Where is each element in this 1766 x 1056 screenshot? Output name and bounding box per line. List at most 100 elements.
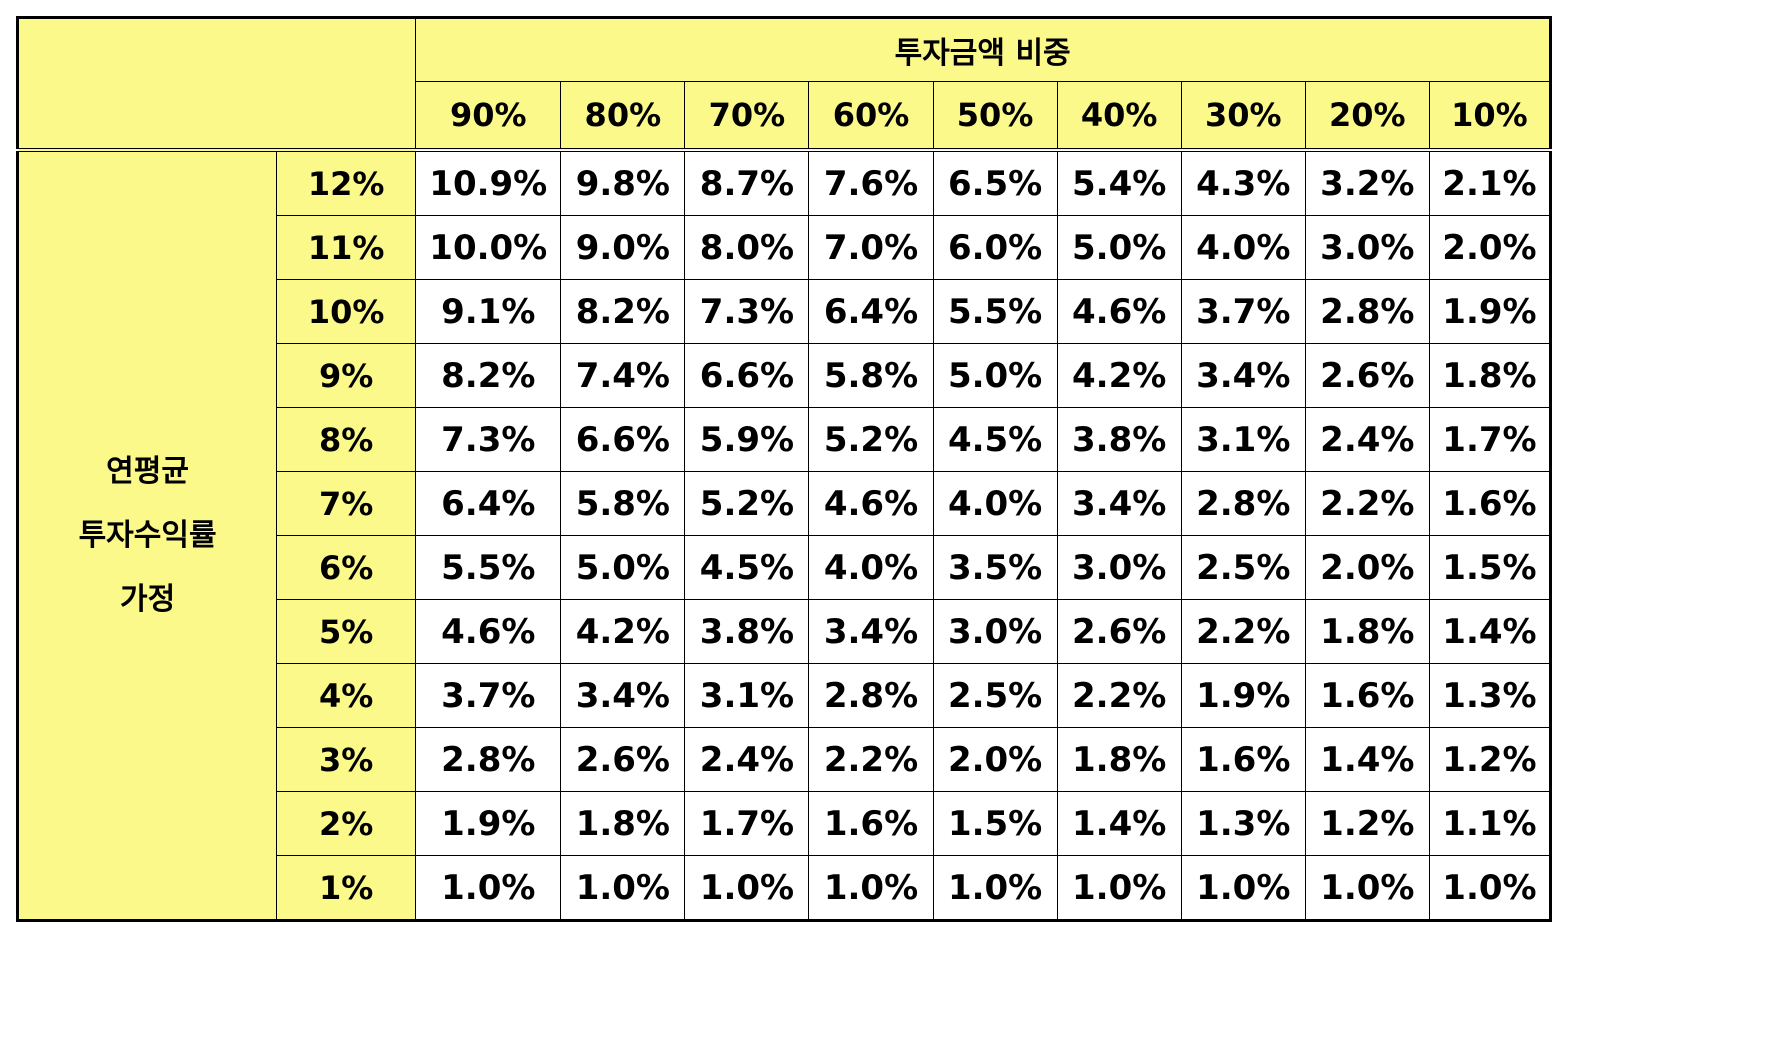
value-cell: 2.6% bbox=[560, 727, 686, 792]
row-label: 9% bbox=[276, 343, 417, 408]
value-cell: 7.3% bbox=[684, 279, 810, 344]
row-label: 3% bbox=[276, 727, 417, 792]
table-row: 4% 3.7% 3.4% 3.1% 2.8% 2.5% 2.2% 1.9% 1.6% 1.3% bbox=[18, 663, 1552, 728]
value-cell: 5.5% bbox=[415, 535, 562, 600]
value-cell: 1.0% bbox=[1056, 855, 1182, 921]
column-header: 40% bbox=[1056, 81, 1182, 152]
value-cell: 1.0% bbox=[684, 855, 810, 921]
table-row: 8% 7.3% 6.6% 5.9% 5.2% 4.5% 3.8% 3.1% 2.4% 1.7% bbox=[18, 407, 1552, 472]
row-label: 12% bbox=[276, 149, 417, 216]
value-cell: 1.0% bbox=[808, 855, 934, 921]
table-row: 10% 9.1% 8.2% 7.3% 6.4% 5.5% 4.6% 3.7% 2.8% 1.9% bbox=[18, 279, 1552, 344]
table-row: 1% 1.0% 1.0% 1.0% 1.0% 1.0% 1.0% 1.0% 1.0% 1.0% bbox=[18, 855, 1552, 921]
value-cell: 5.0% bbox=[1056, 215, 1182, 280]
value-cell: 1.8% bbox=[1428, 343, 1552, 408]
value-cell: 4.0% bbox=[932, 471, 1058, 536]
value-cell: 1.5% bbox=[932, 791, 1058, 856]
value-cell: 7.0% bbox=[808, 215, 934, 280]
value-cell: 1.6% bbox=[1304, 663, 1430, 728]
value-cell: 7.3% bbox=[415, 407, 562, 472]
row-group-title-line: 연평균 bbox=[106, 453, 189, 489]
value-cell: 1.8% bbox=[1056, 727, 1182, 792]
value-cell: 2.5% bbox=[1180, 535, 1306, 600]
table-row: 11% 10.0% 9.0% 8.0% 7.0% 6.0% 5.0% 4.0% 3.0% 2.0% bbox=[18, 215, 1552, 280]
row-group-title-line: 가정 bbox=[119, 581, 176, 617]
value-cell: 3.7% bbox=[415, 663, 562, 728]
value-cell: 1.9% bbox=[415, 791, 562, 856]
value-cell: 8.2% bbox=[560, 279, 686, 344]
value-cell: 3.4% bbox=[560, 663, 686, 728]
value-cell: 6.6% bbox=[560, 407, 686, 472]
column-header: 70% bbox=[684, 81, 810, 152]
value-cell: 7.4% bbox=[560, 343, 686, 408]
column-header: 20% bbox=[1304, 81, 1430, 152]
value-cell: 8.7% bbox=[684, 149, 810, 216]
value-cell: 1.2% bbox=[1304, 791, 1430, 856]
value-cell: 1.9% bbox=[1180, 663, 1306, 728]
value-cell: 9.8% bbox=[560, 149, 686, 216]
value-cell: 5.5% bbox=[932, 279, 1058, 344]
value-cell: 5.8% bbox=[808, 343, 934, 408]
row-label: 7% bbox=[276, 471, 417, 536]
value-cell: 3.0% bbox=[1056, 535, 1182, 600]
value-cell: 5.0% bbox=[560, 535, 686, 600]
value-cell: 5.2% bbox=[808, 407, 934, 472]
column-header: 90% bbox=[415, 81, 562, 152]
value-cell: 2.0% bbox=[1428, 215, 1552, 280]
value-cell: 4.2% bbox=[1056, 343, 1182, 408]
value-cell: 1.0% bbox=[415, 855, 562, 921]
value-cell: 10.9% bbox=[415, 149, 562, 216]
value-cell: 3.4% bbox=[1180, 343, 1306, 408]
value-cell: 3.8% bbox=[1056, 407, 1182, 472]
value-cell: 3.8% bbox=[684, 599, 810, 664]
value-cell: 2.8% bbox=[415, 727, 562, 792]
column-header: 60% bbox=[808, 81, 934, 152]
value-cell: 1.4% bbox=[1428, 599, 1552, 664]
value-cell: 5.8% bbox=[560, 471, 686, 536]
value-cell: 1.3% bbox=[1428, 663, 1552, 728]
value-cell: 6.6% bbox=[684, 343, 810, 408]
value-cell: 1.5% bbox=[1428, 535, 1552, 600]
value-cell: 1.6% bbox=[808, 791, 934, 856]
value-cell: 4.0% bbox=[1180, 215, 1306, 280]
column-header: 30% bbox=[1180, 81, 1306, 152]
table-row: 3% 2.8% 2.6% 2.4% 2.2% 2.0% 1.8% 1.6% 1.4% 1.2% bbox=[18, 727, 1552, 792]
value-cell: 6.4% bbox=[415, 471, 562, 536]
value-cell: 2.4% bbox=[684, 727, 810, 792]
table-row: 7% 6.4% 5.8% 5.2% 4.6% 4.0% 3.4% 2.8% 2.2% 1.6% bbox=[18, 471, 1552, 536]
value-cell: 4.3% bbox=[1180, 149, 1306, 216]
table-row: 5% 4.6% 4.2% 3.8% 3.4% 3.0% 2.6% 2.2% 1.8% 1.4% bbox=[18, 599, 1552, 664]
value-cell: 2.2% bbox=[1056, 663, 1182, 728]
value-cell: 5.2% bbox=[684, 471, 810, 536]
value-cell: 1.1% bbox=[1428, 791, 1552, 856]
value-cell: 2.6% bbox=[1304, 343, 1430, 408]
value-cell: 1.7% bbox=[1428, 407, 1552, 472]
value-cell: 1.0% bbox=[1180, 855, 1306, 921]
value-cell: 2.0% bbox=[932, 727, 1058, 792]
row-label: 1% bbox=[276, 855, 417, 921]
value-cell: 6.4% bbox=[808, 279, 934, 344]
column-group-title: 투자금액 비중 bbox=[415, 17, 1551, 82]
value-cell: 1.3% bbox=[1180, 791, 1306, 856]
value-cell: 2.5% bbox=[932, 663, 1058, 728]
row-label: 10% bbox=[276, 279, 417, 344]
value-cell: 3.4% bbox=[808, 599, 934, 664]
row-label: 11% bbox=[276, 215, 417, 280]
value-cell: 2.1% bbox=[1428, 149, 1552, 216]
value-cell: 3.5% bbox=[932, 535, 1058, 600]
row-group-title-line: 투자수익률 bbox=[78, 517, 217, 553]
table-row: 연평균 투자수익률 가정 12% 10.9% 9.8% 8.7% 7.6% 6.5% 5.4% 4.… bbox=[16, 149, 1552, 921]
value-cell: 4.5% bbox=[684, 535, 810, 600]
value-cell: 2.8% bbox=[808, 663, 934, 728]
value-cell: 1.9% bbox=[1428, 279, 1552, 344]
value-cell: 2.2% bbox=[808, 727, 934, 792]
value-cell: 1.8% bbox=[1304, 599, 1430, 664]
value-cell: 1.4% bbox=[1056, 791, 1182, 856]
value-cell: 2.8% bbox=[1180, 471, 1306, 536]
column-header: 80% bbox=[560, 81, 686, 152]
row-label: 4% bbox=[276, 663, 417, 728]
value-cell: 4.6% bbox=[415, 599, 562, 664]
value-cell: 2.2% bbox=[1304, 471, 1430, 536]
value-cell: 1.6% bbox=[1428, 471, 1552, 536]
